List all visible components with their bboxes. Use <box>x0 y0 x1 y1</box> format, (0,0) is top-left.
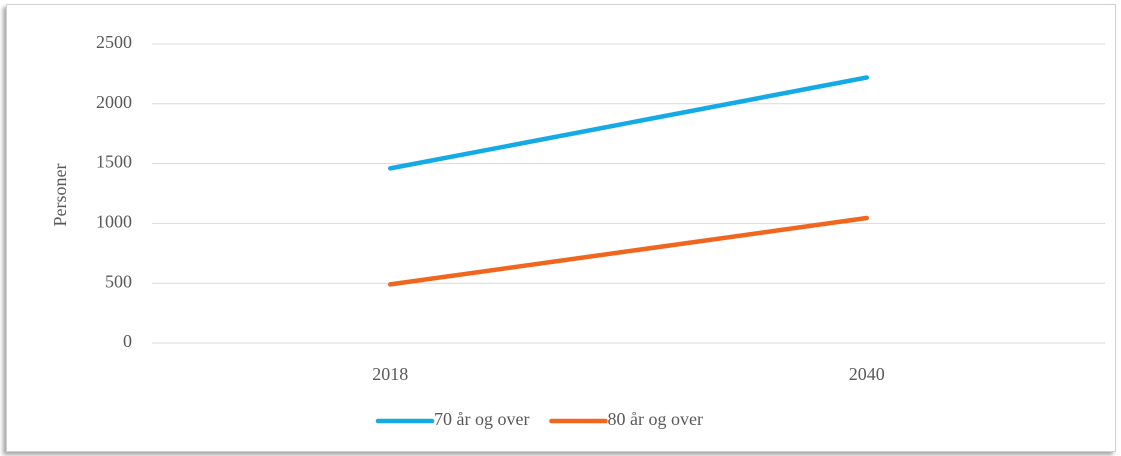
y-tick-label: 2500 <box>96 32 132 52</box>
series-line <box>388 75 869 171</box>
legend-label: 80 år og over <box>607 409 702 429</box>
y-tick-label: 1500 <box>96 152 132 172</box>
x-tick-label: 2040 <box>849 364 885 384</box>
x-tick-label: 2018 <box>372 364 408 384</box>
y-tick-label: 0 <box>123 331 132 351</box>
series-line <box>388 215 869 287</box>
legend-label: 70 år og over <box>434 409 529 429</box>
y-tick-label: 1000 <box>96 212 132 232</box>
y-axis-label: Personer <box>50 164 70 227</box>
y-tick-label: 2000 <box>96 92 132 112</box>
y-tick-label: 500 <box>105 271 132 291</box>
chart-frame <box>6 4 1116 452</box>
